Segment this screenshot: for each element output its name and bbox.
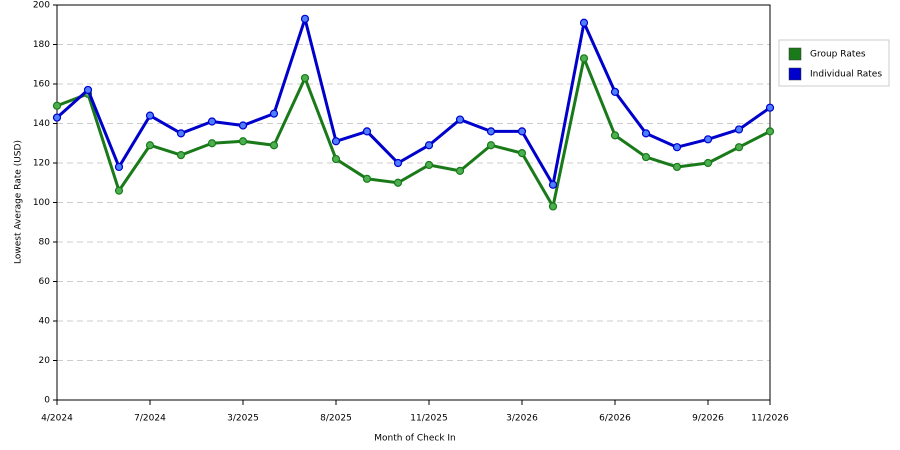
data-point — [486, 141, 496, 150]
data-point — [703, 135, 713, 144]
x-tick-label: 3/2025 — [227, 414, 259, 424]
y-tick-label: 100 — [33, 198, 50, 208]
legend-swatch — [788, 67, 802, 81]
data-point — [424, 141, 434, 150]
y-tick-label: 160 — [33, 80, 50, 90]
data-point — [734, 143, 744, 152]
y-tick-label: 120 — [33, 159, 50, 169]
y-tick-label: 40 — [39, 317, 51, 327]
data-point — [362, 174, 372, 183]
data-point — [393, 178, 403, 187]
data-point — [238, 137, 248, 146]
data-point — [269, 141, 279, 150]
x-tick-label: 9/2026 — [692, 414, 724, 424]
y-tick-label: 180 — [33, 40, 50, 50]
data-point — [641, 129, 651, 138]
data-point — [331, 154, 341, 164]
data-point — [548, 202, 558, 211]
data-point — [269, 109, 279, 118]
x-tick-label: 11/2026 — [751, 414, 789, 424]
data-point — [765, 127, 775, 136]
data-point — [362, 127, 372, 136]
x-tick-label: 6/2026 — [599, 414, 631, 424]
data-point — [579, 54, 589, 63]
y-tick-label: 0 — [44, 396, 50, 406]
data-point — [300, 73, 310, 83]
y-tick-label: 200 — [33, 1, 50, 11]
data-point — [52, 113, 62, 122]
data-point — [517, 149, 527, 158]
data-point — [548, 180, 558, 189]
data-point — [145, 111, 155, 120]
y-axis-label: Lowest Average Rate (USD) — [14, 140, 24, 264]
data-point — [455, 115, 465, 124]
legend-label: Individual Rates — [810, 70, 882, 80]
data-point — [517, 127, 527, 136]
plot-frame — [56, 4, 771, 401]
data-point — [455, 166, 465, 175]
data-point — [734, 125, 744, 134]
x-tick-label: 11/2025 — [410, 414, 447, 424]
data-point — [114, 186, 124, 195]
x-tick-label: 7/2024 — [134, 414, 166, 424]
data-point — [52, 101, 62, 110]
data-point — [207, 117, 217, 126]
data-point — [331, 137, 341, 146]
data-point — [424, 160, 434, 170]
data-point — [393, 158, 403, 168]
y-tick-label: 20 — [39, 356, 51, 366]
x-tick-label: 3/2026 — [506, 414, 538, 424]
data-point — [114, 162, 124, 172]
data-point — [610, 87, 620, 97]
legend-swatch — [788, 47, 802, 61]
data-point — [176, 129, 186, 138]
data-point — [610, 131, 620, 140]
data-point — [176, 151, 186, 160]
x-tick-label: 4/2024 — [41, 414, 73, 424]
data-point — [641, 152, 651, 162]
legend-label: Group Rates — [810, 50, 866, 60]
x-tick-label: 8/2025 — [320, 414, 352, 424]
x-axis-label: Month of Check In — [374, 434, 456, 444]
y-tick-label: 80 — [39, 238, 51, 248]
data-point — [486, 127, 496, 136]
data-point — [300, 14, 310, 23]
series-line — [56, 56, 771, 208]
data-point — [145, 141, 155, 150]
data-point — [672, 143, 682, 152]
data-point — [579, 18, 589, 27]
data-point — [238, 121, 248, 130]
data-point — [765, 103, 775, 112]
data-point — [703, 158, 713, 168]
data-point — [672, 162, 682, 172]
y-tick-label: 60 — [39, 277, 51, 287]
data-point — [207, 139, 217, 148]
y-tick-label: 140 — [33, 119, 50, 129]
series-line — [56, 17, 771, 187]
data-point — [83, 85, 93, 95]
